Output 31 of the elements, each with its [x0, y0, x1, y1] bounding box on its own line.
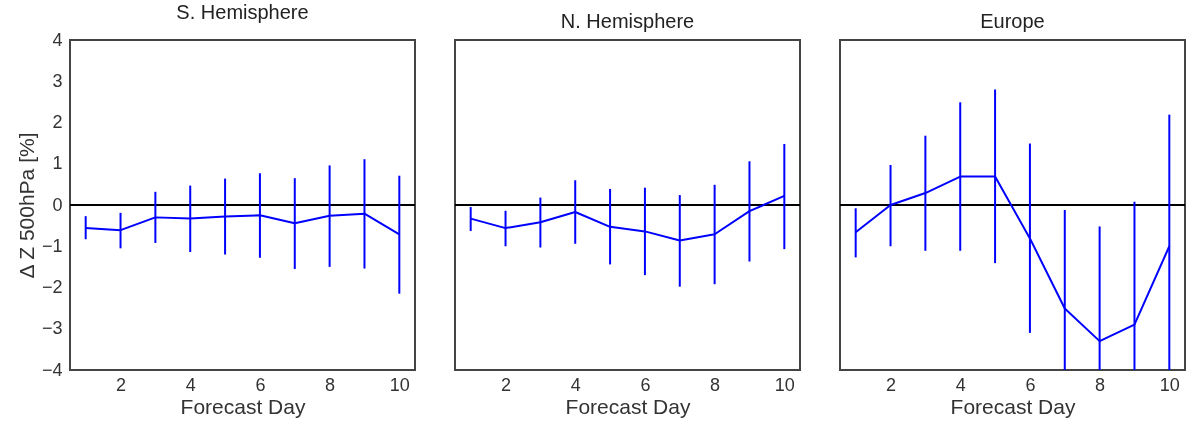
- x-tick-label: 6: [1025, 374, 1036, 395]
- y-tick-label: 1: [52, 153, 63, 174]
- x-tick-label: 6: [640, 374, 651, 395]
- chart-title: N. Hemisphere: [560, 10, 695, 32]
- x-tick-label: 8: [710, 374, 721, 395]
- chart-title: Europe: [980, 10, 1045, 32]
- y-tick-label: −3: [41, 318, 63, 339]
- x-axis-title: Forecast Day: [180, 394, 306, 418]
- x-tick-label: 10: [389, 374, 410, 395]
- x-tick-label: 4: [955, 374, 966, 395]
- y-tick-label: 3: [52, 70, 63, 91]
- x-tick-label: 4: [185, 374, 196, 395]
- y-tick-label: 0: [52, 194, 63, 215]
- x-tick-label: 10: [1159, 374, 1180, 395]
- x-tick-label: 10: [774, 374, 795, 395]
- y-tick-label: −2: [41, 277, 63, 297]
- x-tick-label: 2: [116, 374, 127, 395]
- x-tick-label: 2: [501, 374, 512, 395]
- x-axis-title: Forecast Day: [565, 394, 691, 418]
- x-tick-label: 4: [570, 374, 581, 395]
- y-axis-title: Δ Z 500hPa [%]: [14, 132, 38, 279]
- x-tick-label: 2: [886, 374, 897, 395]
- x-tick-label: 8: [325, 374, 336, 395]
- y-tick-label: −4: [41, 359, 63, 380]
- chart-title: S. Hemisphere: [176, 1, 309, 23]
- x-tick-label: 6: [255, 374, 266, 395]
- y-tick-label: −1: [41, 235, 63, 256]
- x-tick-label: 8: [1095, 374, 1106, 395]
- y-tick-label: 4: [52, 29, 63, 50]
- y-tick-label: 2: [52, 112, 63, 132]
- x-axis-title: Forecast Day: [950, 394, 1076, 418]
